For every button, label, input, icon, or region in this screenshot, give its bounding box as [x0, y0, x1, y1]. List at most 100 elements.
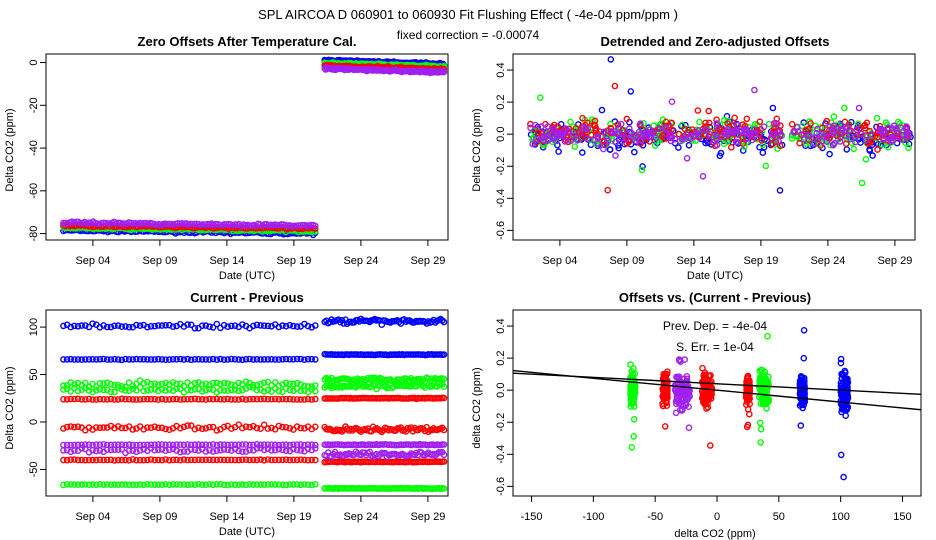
current-previous-point-red — [293, 423, 301, 430]
offsets-vs-diff-panel: Offsets vs. (Current - Previous) delta C… — [471, 290, 922, 540]
current-previous-point-green — [111, 481, 118, 488]
current-previous-point-purple — [279, 446, 286, 454]
current-previous-point-red — [264, 395, 272, 403]
current-previous-point-purple — [264, 441, 272, 449]
scatter-point — [759, 400, 767, 408]
current-previous-point-red — [301, 396, 308, 403]
current-previous-point-red — [286, 424, 294, 432]
current-previous-point-blue — [224, 323, 231, 331]
current-previous-point-blue — [162, 356, 169, 364]
current-previous-y-tick-label: 50 — [28, 368, 40, 380]
current-previous-point-green — [224, 387, 231, 395]
current-previous-point-purple — [238, 441, 246, 448]
current-previous-point-purple — [282, 441, 290, 449]
current-previous-point-red — [206, 456, 213, 464]
scatter-point — [702, 398, 709, 406]
detrended-point-green — [651, 142, 659, 149]
current-previous-point-blue — [147, 356, 155, 363]
detrended-point-purple — [885, 124, 892, 132]
detrended-point-green — [830, 113, 838, 120]
current-previous-point-blue — [140, 355, 147, 363]
detrended-point-green — [762, 162, 770, 170]
zero-offsets-x-tick-label: Sep 24 — [343, 255, 378, 267]
current-previous-point-red — [297, 396, 305, 403]
current-previous-point-red — [220, 395, 228, 403]
current-previous-point-blue — [304, 355, 312, 363]
offsets-vs-diff-x-tick-label: -150 — [521, 511, 543, 523]
zero-offset-point-purple — [299, 221, 306, 229]
current-previous-point-red — [246, 423, 253, 431]
offsets-vs-diff-y-tick-label: -0.6 — [495, 477, 507, 496]
scatter-point — [800, 354, 808, 362]
current-previous-point-red — [253, 395, 261, 403]
current-previous-point-red — [129, 396, 137, 403]
current-previous-point-blue — [217, 355, 224, 363]
current-previous-point-red — [268, 395, 275, 403]
current-previous-x-tick-label: Sep 19 — [276, 511, 311, 523]
detrended-point-blue — [826, 150, 833, 158]
current-previous-point-red — [100, 395, 107, 403]
current-previous-point-purple — [140, 445, 147, 453]
current-previous-point-red — [140, 395, 147, 403]
current-previous-point-blue — [147, 322, 155, 330]
detrended-point-purple — [845, 127, 853, 135]
current-previous-point-purple — [228, 447, 235, 454]
scatter-point — [843, 405, 850, 413]
detrended-point-purple — [734, 121, 741, 129]
current-previous-point-red — [187, 422, 195, 429]
detrended-point-red — [841, 118, 849, 126]
current-previous-point-blue — [286, 321, 294, 329]
current-previous-point-red — [96, 424, 104, 432]
current-previous-xlabel: Date (UTC) — [219, 526, 275, 538]
detrended-point-purple — [774, 120, 781, 128]
detrended-point-green — [571, 143, 579, 150]
current-previous-point-purple — [264, 445, 272, 453]
current-previous-point-green — [304, 481, 312, 489]
current-previous-point-green — [140, 387, 147, 395]
detrended-point-purple — [550, 135, 558, 142]
zero-offsets-x-tick-label: Sep 29 — [410, 255, 445, 267]
scatter-point — [757, 366, 765, 374]
detrended-point-purple — [637, 137, 645, 145]
detrended-point-purple — [841, 132, 849, 139]
current-previous-point-green — [176, 385, 184, 392]
detrended-point-red — [604, 186, 612, 194]
detrended-point-purple — [903, 131, 911, 138]
current-previous-point-red — [103, 424, 111, 431]
current-previous-point-red — [136, 396, 144, 403]
current-previous-point-purple — [176, 441, 184, 449]
current-previous-point-blue — [129, 356, 137, 363]
zero-offsets-panel: Zero Offsets After Temperature Cal. Date… — [4, 34, 449, 282]
current-previous-point-red — [144, 456, 151, 464]
current-previous-point-green — [253, 481, 261, 488]
detrended-point-blue — [739, 147, 747, 154]
current-previous-point-blue — [74, 356, 82, 363]
current-previous-point-green — [162, 480, 169, 488]
current-previous-point-red — [78, 395, 85, 403]
offsets-vs-diff-x-tick-label: -50 — [647, 511, 663, 523]
current-previous-point-red — [96, 456, 104, 464]
scatter-point — [798, 373, 805, 381]
current-previous-point-green — [301, 387, 308, 394]
scatter-point — [756, 419, 764, 427]
current-previous-point-green — [282, 481, 290, 489]
detrended-point-purple — [661, 125, 669, 132]
current-previous-point-red — [74, 456, 82, 464]
detrended-point-blue — [631, 148, 638, 156]
current-previous-point-blue — [311, 322, 319, 329]
current-previous-point-green — [282, 385, 290, 393]
current-previous-point-blue — [136, 355, 144, 363]
current-previous-point-purple — [271, 446, 279, 454]
scatter-point — [763, 405, 770, 412]
scatter-point — [700, 381, 707, 388]
detrended-point-purple — [905, 132, 912, 140]
current-previous-point-red — [158, 395, 166, 403]
scatter-point — [799, 391, 806, 398]
current-previous-point-purple — [144, 441, 151, 449]
detrended-point-purple — [760, 123, 768, 131]
current-previous-point-blue — [257, 356, 264, 363]
current-previous-point-red — [60, 395, 67, 403]
sub-title: fixed correction = -0.00074 — [397, 28, 540, 42]
current-previous-point-red — [195, 456, 202, 464]
current-previous-point-red — [147, 395, 155, 403]
